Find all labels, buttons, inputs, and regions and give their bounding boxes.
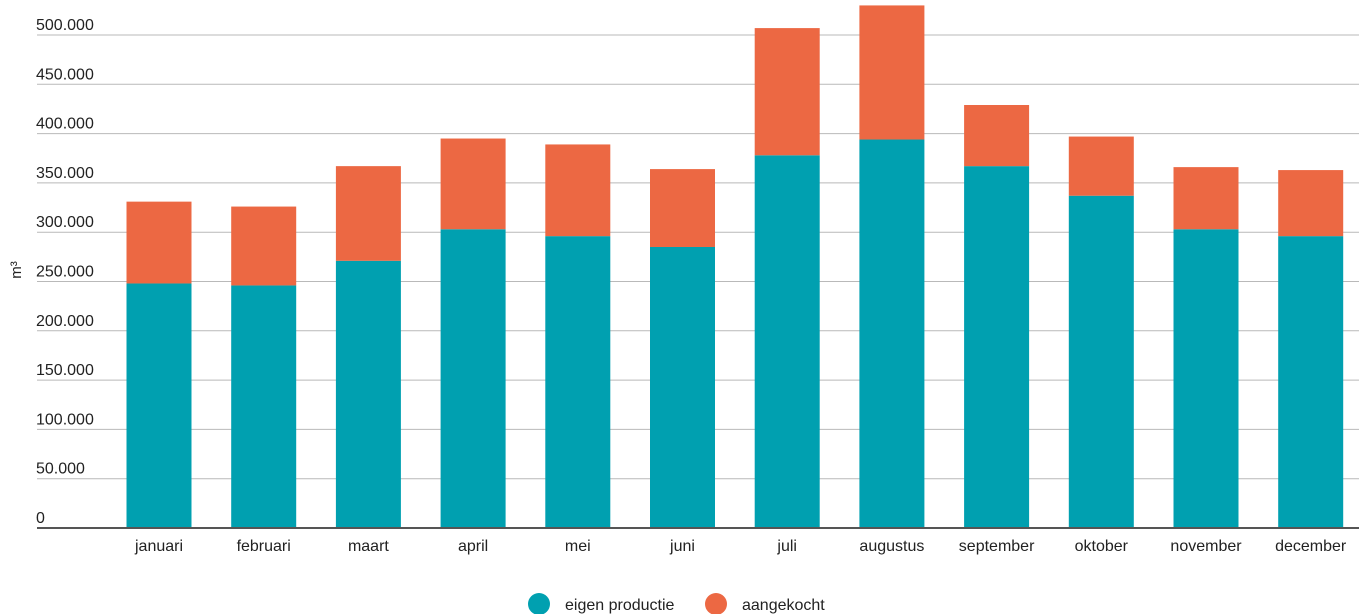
y-axis-ticks: 0 50.000 100.000 150.000 200.000 250.000 300.0… <box>36 17 94 527</box>
y-tick-label: 50.000 <box>36 461 85 478</box>
x-tick-label: juli <box>776 538 797 555</box>
x-tick-label: mei <box>565 538 591 555</box>
y-tick-label: 250.000 <box>36 264 94 281</box>
x-tick-label: augustus <box>859 538 924 555</box>
x-tick-label: februari <box>237 538 291 555</box>
bar-aangekocht <box>335 166 401 261</box>
bar-aangekocht <box>126 201 192 284</box>
y-tick-label: 200.000 <box>36 313 94 330</box>
legend-swatch <box>705 593 727 614</box>
bar-aangekocht <box>964 105 1030 167</box>
bar-aangekocht <box>1173 167 1239 230</box>
bar-eigen-productie <box>545 236 611 529</box>
y-tick-label: 350.000 <box>36 165 94 182</box>
y-tick-label: 400.000 <box>36 116 94 133</box>
bar-eigen-productie <box>1173 229 1239 528</box>
legend-label: aangekocht <box>742 597 825 614</box>
bar-aangekocht <box>545 144 611 237</box>
bar-aangekocht <box>754 28 820 156</box>
x-axis-labels: januari februari maart april mei juni juli augu… <box>134 538 1347 555</box>
y-tick-label: 300.000 <box>36 214 94 231</box>
bar-aangekocht <box>231 206 297 286</box>
x-tick-label: maart <box>348 538 389 555</box>
y-axis-title: m³ <box>8 261 25 279</box>
bar-eigen-productie <box>754 155 820 529</box>
bar-aangekocht <box>1068 136 1134 196</box>
legend: eigen productie aangekocht <box>528 593 825 614</box>
y-tick-label: 500.000 <box>36 17 94 34</box>
bar-aangekocht <box>859 5 925 140</box>
bar-aangekocht <box>1278 170 1344 237</box>
bar-aangekocht <box>440 138 506 230</box>
x-tick-label: december <box>1275 538 1347 555</box>
bar-eigen-productie <box>231 285 297 528</box>
bar-eigen-productie <box>440 229 506 528</box>
bar-eigen-productie <box>964 166 1030 528</box>
y-tick-label: 0 <box>36 510 45 527</box>
bar-eigen-productie <box>859 139 925 529</box>
y-tick-label: 150.000 <box>36 362 94 379</box>
bar-eigen-productie <box>335 260 401 528</box>
bar-eigen-productie <box>1278 236 1344 529</box>
bar-aangekocht <box>650 169 715 247</box>
y-tick-label: 100.000 <box>36 411 94 428</box>
x-tick-label: september <box>959 538 1035 555</box>
bar-eigen-productie <box>1068 195 1134 528</box>
bar-eigen-productie <box>126 283 192 528</box>
x-tick-label: juni <box>669 538 695 555</box>
x-tick-label: januari <box>134 538 183 555</box>
legend-label: eigen productie <box>565 597 675 614</box>
x-tick-label: april <box>458 538 488 555</box>
legend-swatch <box>528 593 550 614</box>
bars <box>126 5 1344 529</box>
x-tick-label: oktober <box>1075 538 1129 555</box>
y-tick-label: 450.000 <box>36 66 94 83</box>
x-tick-label: november <box>1170 538 1242 555</box>
bar-eigen-productie <box>650 246 715 529</box>
